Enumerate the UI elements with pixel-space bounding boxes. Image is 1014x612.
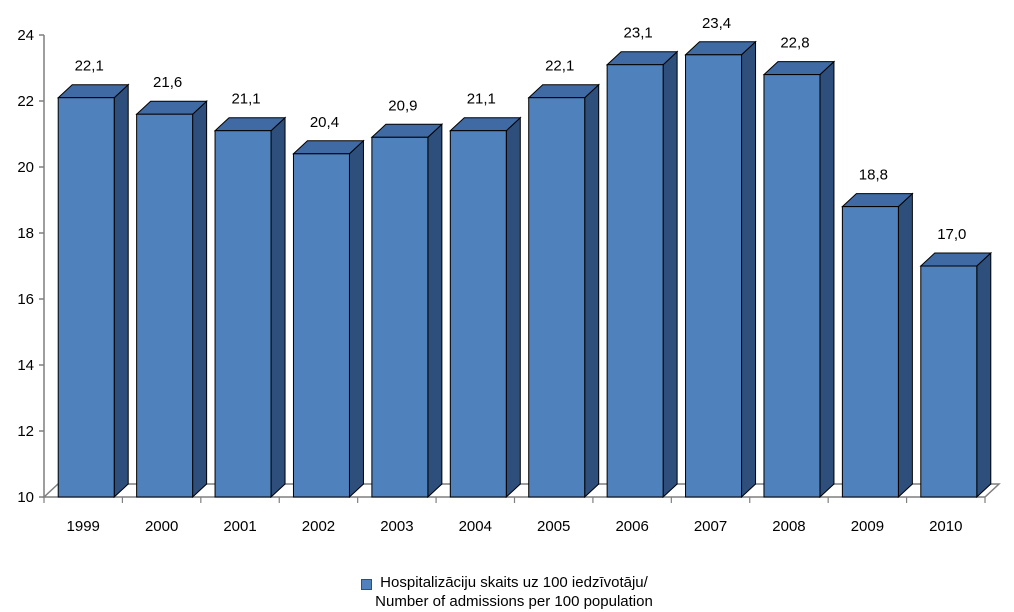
x-tick-label: 2000 bbox=[145, 518, 178, 535]
bar bbox=[136, 113, 194, 498]
data-label: 21,6 bbox=[153, 74, 182, 91]
data-label: 23,4 bbox=[702, 15, 731, 32]
data-label: 23,1 bbox=[624, 25, 653, 42]
y-tick-label: 24 bbox=[17, 27, 34, 44]
bar bbox=[685, 54, 743, 498]
bar-side bbox=[741, 40, 757, 499]
bar bbox=[606, 64, 664, 498]
bar-side bbox=[427, 123, 443, 499]
bar-side bbox=[348, 139, 364, 499]
legend-label-line1: Hospitalizāciju skaits uz 100 iedzīvotāj… bbox=[380, 574, 648, 591]
x-tick-label: 2002 bbox=[302, 518, 335, 535]
bar bbox=[449, 130, 507, 498]
bar-chart: 10 12 14 16 18 20 22 24 22,1 1999 21,6 2000 21,1 2001… bbox=[17, 15, 1001, 535]
bar bbox=[528, 97, 586, 498]
y-tick-label: 12 bbox=[17, 423, 34, 440]
bar-side bbox=[192, 100, 208, 499]
bar-side bbox=[584, 83, 600, 499]
bar bbox=[841, 206, 899, 498]
y-tick-label: 14 bbox=[17, 357, 34, 374]
bar-side bbox=[976, 251, 992, 499]
x-tick-label: 2001 bbox=[223, 518, 256, 535]
bar-side bbox=[270, 116, 286, 499]
data-label: 17,0 bbox=[937, 226, 966, 243]
bar bbox=[763, 74, 821, 498]
data-label: 22,1 bbox=[545, 58, 574, 75]
legend-label-line2: Number of admissions per 100 population bbox=[375, 593, 653, 610]
bar-side bbox=[897, 192, 913, 499]
bar bbox=[920, 265, 978, 498]
data-label: 22,8 bbox=[780, 35, 809, 52]
data-label: 21,1 bbox=[467, 91, 496, 108]
legend-label: Hospitalizāciju skaits uz 100 iedzīvotāj… bbox=[375, 573, 653, 611]
bar-side bbox=[662, 50, 678, 499]
bar-side bbox=[113, 83, 129, 499]
x-tick-label: 2006 bbox=[615, 518, 648, 535]
bar-side bbox=[819, 60, 835, 499]
x-tick-label: 2009 bbox=[851, 518, 884, 535]
x-tick-label: 2005 bbox=[537, 518, 570, 535]
data-label: 22,1 bbox=[75, 58, 104, 75]
data-label: 21,1 bbox=[231, 91, 260, 108]
legend: Hospitalizāciju skaits uz 100 iedzīvotāj… bbox=[0, 573, 1014, 611]
y-tick-label: 18 bbox=[17, 225, 34, 242]
x-tick-label: 1999 bbox=[67, 518, 100, 535]
x-tick-label: 2010 bbox=[929, 518, 962, 535]
x-tick-label: 2007 bbox=[694, 518, 727, 535]
bar bbox=[57, 97, 115, 498]
legend-swatch bbox=[361, 579, 373, 590]
x-tick-label: 2008 bbox=[772, 518, 805, 535]
data-label: 20,9 bbox=[388, 97, 417, 114]
x-tick-label: 2003 bbox=[380, 518, 413, 535]
x-tick-label: 2004 bbox=[459, 518, 492, 535]
y-tick-label: 16 bbox=[17, 291, 34, 308]
y-tick-label: 20 bbox=[17, 159, 34, 176]
data-label: 20,4 bbox=[310, 114, 339, 131]
bar-side bbox=[505, 116, 521, 499]
bar bbox=[371, 136, 429, 498]
data-label: 18,8 bbox=[859, 167, 888, 184]
y-tick-label: 22 bbox=[17, 93, 34, 110]
bar bbox=[292, 153, 350, 498]
bar bbox=[214, 130, 272, 498]
y-tick-label: 10 bbox=[17, 489, 34, 506]
